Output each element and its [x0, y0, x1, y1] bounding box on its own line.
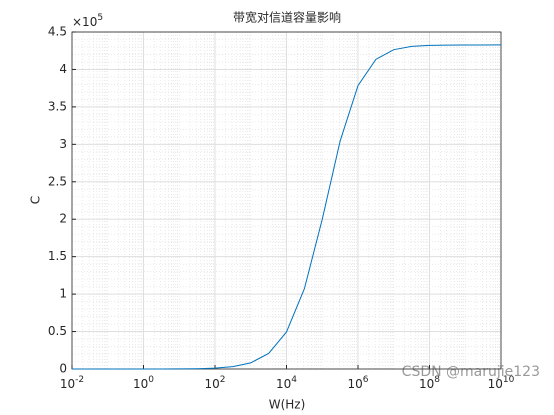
chart-title: 带宽对信道容量影响	[233, 10, 341, 25]
x-tick-base: 10	[276, 377, 291, 391]
y-tick-label: 3	[59, 137, 67, 151]
watermark: CSDN @marujie123	[402, 364, 540, 380]
x-tick-base: 10	[204, 377, 219, 391]
x-tick-label: 1010	[488, 375, 515, 391]
x-tick-label: 108	[419, 375, 440, 391]
x-tick-label: 102	[204, 375, 225, 391]
x-tick-label: 10-2	[60, 375, 84, 391]
y-multiplier-base: ×10	[72, 15, 97, 29]
y-tick-label: 3.5	[48, 99, 67, 113]
x-tick-exponent: 0	[148, 375, 154, 385]
x-tick-label: 104	[276, 375, 297, 391]
y-tick-label: 4	[59, 62, 67, 76]
axes-box	[71, 31, 502, 370]
x-tick-base: 10	[133, 377, 148, 391]
x-axis-label: W(Hz)	[269, 398, 306, 412]
y-tick-label: 0	[59, 362, 67, 376]
y-tick-label: 4.5	[48, 25, 67, 39]
y-tick-label: 2.5	[48, 174, 67, 188]
x-tick-base: 10	[419, 377, 434, 391]
x-tick-exponent: -2	[75, 375, 84, 385]
y-tick-label: 1	[59, 287, 67, 301]
y-axis-label: C	[29, 196, 43, 204]
data-line	[72, 44, 502, 370]
y-multiplier-exponent: 5	[97, 13, 103, 23]
x-tick-exponent: 8	[434, 375, 440, 385]
y-tick-label: 1.5	[48, 249, 67, 263]
y-multiplier: ×105	[72, 13, 103, 29]
x-tick-exponent: 6	[363, 375, 369, 385]
y-tick-label: 2	[59, 212, 67, 226]
x-tick-base: 10	[347, 377, 362, 391]
y-tick-label: 0.5	[48, 324, 67, 338]
x-tick-exponent: 4	[291, 375, 297, 385]
x-tick-label: 100	[133, 375, 154, 391]
x-tick-exponent: 2	[220, 375, 226, 385]
x-tick-base: 10	[488, 377, 503, 391]
x-tick-label: 106	[347, 375, 368, 391]
x-tick-exponent: 10	[503, 375, 515, 385]
x-tick-base: 10	[60, 377, 75, 391]
